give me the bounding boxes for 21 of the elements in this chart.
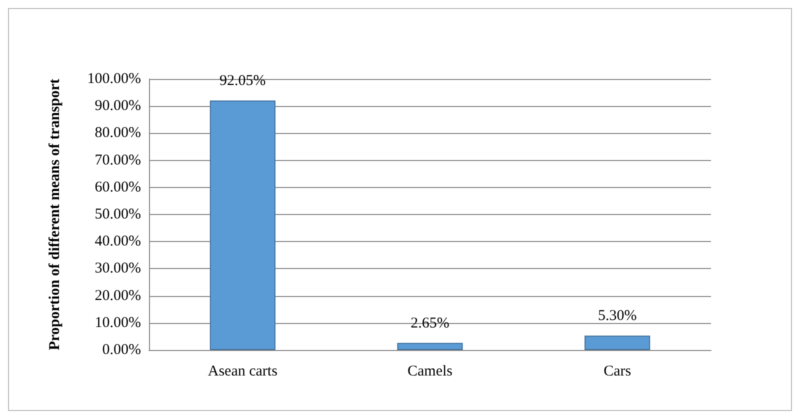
y-tick-label: 100.00% (87, 71, 141, 87)
y-tick-label: 90.00% (94, 98, 141, 114)
data-label: 5.30% (598, 308, 637, 324)
data-label: 92.05% (220, 73, 266, 90)
y-tick-label: 20.00% (94, 288, 141, 304)
y-tick-label: 60.00% (94, 179, 141, 196)
y-tick-label: 30.00% (94, 260, 141, 277)
y-axis-title: Proportion of different means of transport (47, 78, 63, 350)
y-tick-label: 80.00% (94, 125, 141, 142)
x-tick-label: Camels (408, 364, 453, 380)
x-tick-label: Cars (604, 364, 632, 380)
y-tick-label: 50.00% (94, 206, 141, 222)
y-tick-label: 0.00% (102, 342, 141, 358)
y-tick-label: 70.00% (94, 152, 141, 168)
y-tick-label: 10.00% (94, 314, 141, 331)
bar (210, 100, 276, 350)
bar (584, 336, 650, 350)
bar (397, 342, 463, 350)
y-tick-label: 40.00% (94, 234, 141, 250)
data-label: 2.65% (410, 315, 450, 332)
x-tick-label: Asean carts (208, 364, 278, 380)
